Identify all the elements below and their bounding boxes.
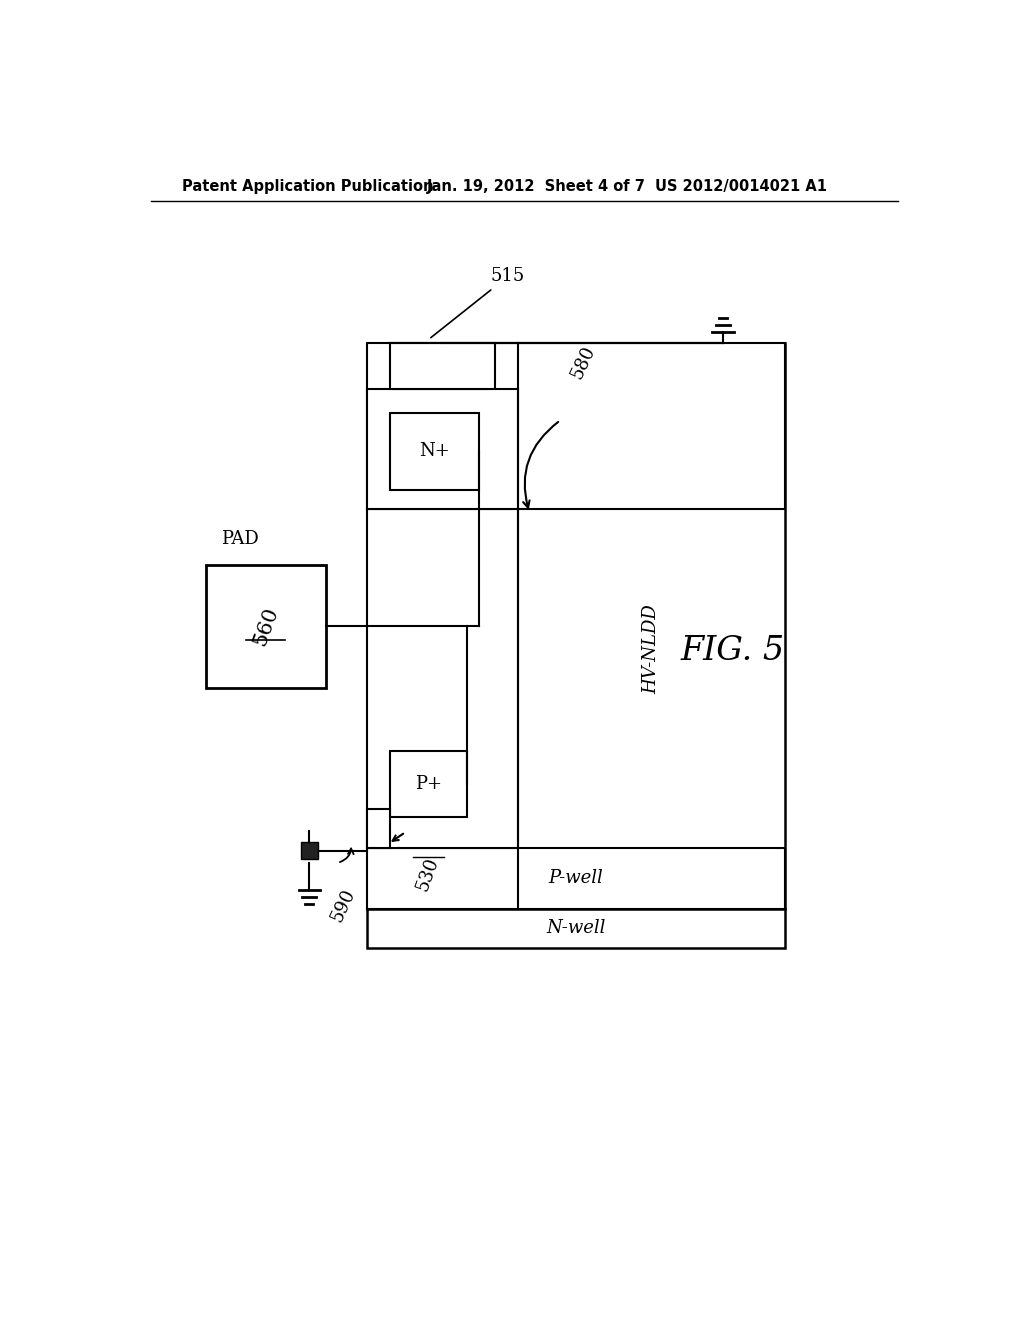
Bar [390, 751, 467, 817]
Text: 515: 515 [431, 268, 525, 338]
Bar [390, 343, 495, 389]
Text: N-well: N-well [546, 920, 605, 937]
Bar [301, 842, 317, 859]
Text: P+: P+ [415, 775, 442, 793]
FancyArrowPatch shape [523, 422, 558, 508]
Text: 560: 560 [250, 605, 282, 648]
Text: FIG. 5: FIG. 5 [680, 635, 784, 667]
Bar [206, 565, 326, 688]
Bar [367, 847, 785, 909]
Bar [367, 508, 518, 847]
Bar [367, 909, 785, 948]
Text: Patent Application Publication: Patent Application Publication [182, 180, 434, 194]
Text: 530: 530 [414, 855, 442, 894]
Text: Jan. 19, 2012  Sheet 4 of 7: Jan. 19, 2012 Sheet 4 of 7 [426, 180, 645, 194]
Bar [367, 343, 785, 508]
Bar [367, 389, 518, 508]
Text: P-well: P-well [549, 870, 603, 887]
Text: 580: 580 [568, 343, 599, 381]
Text: HV-NLDD: HV-NLDD [642, 605, 660, 694]
FancyArrowPatch shape [392, 834, 403, 841]
Bar [367, 809, 390, 847]
FancyArrowPatch shape [340, 849, 353, 862]
Text: PAD: PAD [221, 529, 259, 548]
Text: 590: 590 [328, 886, 358, 925]
Text: N+: N+ [419, 442, 450, 459]
Text: US 2012/0014021 A1: US 2012/0014021 A1 [655, 180, 827, 194]
Bar [367, 343, 785, 909]
Bar [390, 412, 479, 490]
